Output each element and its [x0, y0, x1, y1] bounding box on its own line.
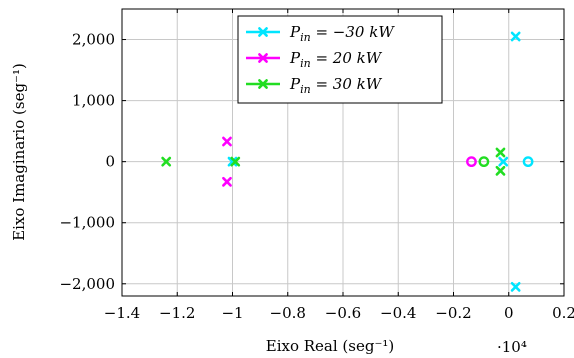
x-tick-label: −0.2 — [435, 304, 471, 322]
pole-stroke — [510, 281, 521, 292]
pole-stroke — [222, 176, 232, 187]
series-c-pole — [495, 147, 506, 158]
pole-stroke — [495, 147, 506, 158]
y-tick-label: 0 — [105, 153, 115, 171]
x-tick-label: −0.6 — [325, 304, 361, 322]
legend-label: Pin = −30 kW — [289, 23, 395, 44]
x-tick-label: −0.8 — [270, 304, 306, 322]
series-a-pole — [510, 31, 521, 42]
x-tick-label: −1.4 — [104, 304, 140, 322]
x-axis-scale-label: ·10⁴ — [497, 338, 527, 356]
pole-stroke — [258, 79, 268, 89]
x-tick-label: −0.4 — [380, 304, 416, 322]
legend: Pin = −30 kW Pin = 20 kW Pin = 30 kW — [237, 15, 443, 104]
series-a-zero — [522, 156, 534, 168]
series-a-pole — [498, 156, 509, 167]
pole-stroke — [495, 165, 506, 176]
x-tick-label: 0 — [504, 304, 514, 322]
series-c-pole — [230, 156, 241, 167]
pole-stroke — [258, 53, 268, 63]
pole-stroke — [161, 156, 172, 167]
series-c-pole — [161, 156, 172, 167]
series-c-zero — [478, 156, 490, 168]
legend-entry: Pin = 20 kW — [246, 49, 383, 70]
y-tick-label: −2,000 — [59, 275, 115, 293]
legend-entry: Pin = −30 kW — [246, 23, 395, 44]
x-tick-label: −1 — [221, 304, 243, 322]
series-b-pole — [222, 176, 232, 187]
pole-stroke — [258, 27, 268, 37]
x-tick-label: −1.2 — [159, 304, 195, 322]
pole-stroke — [222, 136, 232, 147]
series-b-zero — [466, 156, 477, 168]
pole-stroke — [498, 156, 509, 167]
y-axis-label: Eixo Imaginario (seg⁻¹) — [10, 63, 28, 241]
series-a-pole — [227, 156, 238, 167]
series-a-pole — [510, 281, 521, 292]
legend-label: Pin = 20 kW — [289, 49, 383, 70]
y-tick-label: 1,000 — [72, 92, 115, 110]
legend-label: Pin = 30 kW — [289, 75, 383, 96]
legend-marker — [258, 53, 268, 63]
series-c-pole — [495, 165, 506, 176]
x-axis-label: Eixo Real (seg⁻¹) — [266, 337, 395, 355]
legend-box — [237, 15, 443, 104]
y-tick-label: 2,000 — [72, 31, 115, 49]
legend-marker — [258, 79, 268, 89]
pole-stroke — [227, 156, 238, 167]
pole-stroke — [510, 31, 521, 42]
plot-marks — [161, 31, 534, 292]
series-b-pole — [222, 136, 232, 147]
x-tick-label: 0.2 — [552, 304, 574, 322]
y-tick-label: −1,000 — [59, 214, 115, 232]
legend-entry: Pin = 30 kW — [246, 75, 383, 96]
legend-marker — [258, 27, 268, 37]
axis-ticks: −1.4 −1.2 −1 −0.8 −0.6 −0.4 −0.2 0 0.2 −2,000 −1,0… — [59, 9, 574, 322]
pole-stroke — [230, 156, 241, 167]
